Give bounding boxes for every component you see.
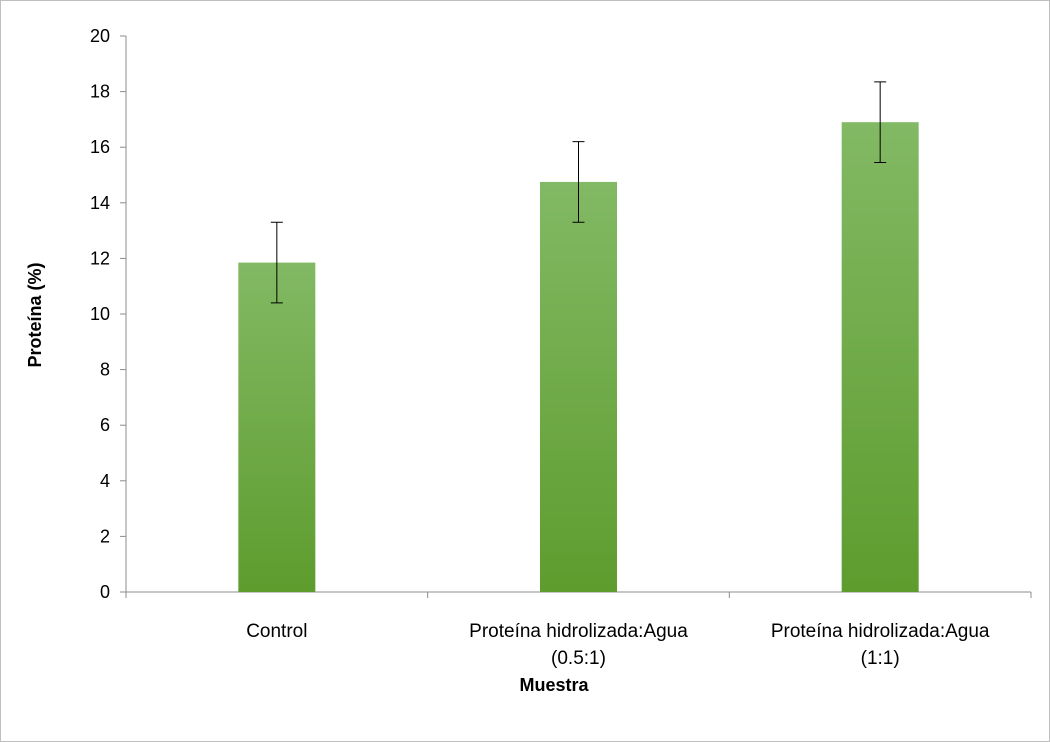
y-tick-label: 18 [90, 82, 110, 102]
y-tick-label: 2 [100, 526, 110, 546]
y-tick-label: 6 [100, 415, 110, 435]
bars [238, 122, 919, 593]
bar [540, 181, 617, 592]
x-category-label: Proteína hidrolizada:Agua [771, 621, 990, 642]
y-tick-label: 4 [100, 471, 110, 491]
y-tick-label: 10 [90, 304, 110, 324]
y-tick-label: 20 [90, 26, 110, 46]
bar [238, 262, 316, 592]
labels: 0 2 4 6 8 10 12 14 16 18 20 Control Proteína hidroli… [90, 26, 990, 669]
error-bars [270, 81, 887, 304]
y-tick-label: 8 [100, 360, 110, 380]
y-axis-title: Proteína (%) [25, 262, 45, 367]
x-category-label: (0.5:1) [551, 648, 606, 669]
y-tick-label: 0 [100, 582, 110, 602]
y-tick-label: 14 [90, 193, 110, 213]
bar [841, 122, 919, 593]
y-tick-label: 12 [90, 248, 110, 268]
x-category-label: (1:1) [861, 648, 900, 669]
x-axis-title: Muestra [519, 675, 589, 695]
x-category-label: Control [246, 621, 307, 642]
y-tick-label: 16 [90, 137, 110, 157]
x-category-label: Proteína hidrolizada:Agua [469, 621, 688, 642]
